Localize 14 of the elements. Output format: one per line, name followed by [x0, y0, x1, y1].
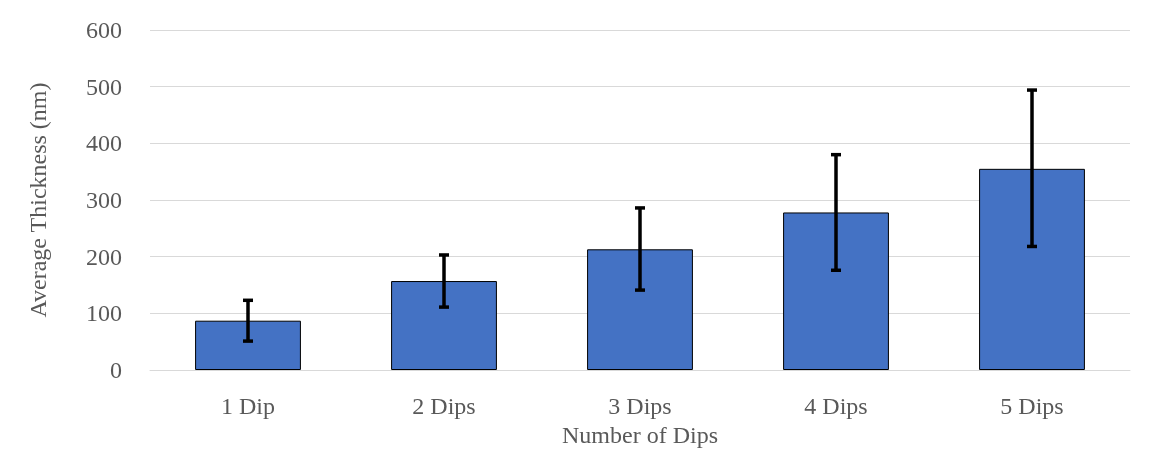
- x-tick-label: 4 Dips: [804, 393, 868, 419]
- x-tick-label: 3 Dips: [608, 393, 672, 419]
- y-tick-label: 400: [86, 130, 122, 157]
- y-tick-label: 300: [86, 187, 122, 213]
- y-tick-label: 100: [86, 300, 122, 327]
- x-tick-label: 5 Dips: [1000, 393, 1064, 419]
- y-tick-label: 500: [86, 73, 122, 100]
- x-tick-label: 1 Dip: [221, 393, 275, 419]
- y-tick-label: 0: [110, 357, 122, 383]
- x-axis-title: Number of Dips: [562, 421, 718, 448]
- y-tick-label: 200: [86, 243, 122, 270]
- x-tick-label: 2 Dips: [412, 393, 476, 419]
- y-tick-label: 600: [86, 17, 122, 43]
- y-axis-title: Average Thickness (nm): [25, 82, 51, 318]
